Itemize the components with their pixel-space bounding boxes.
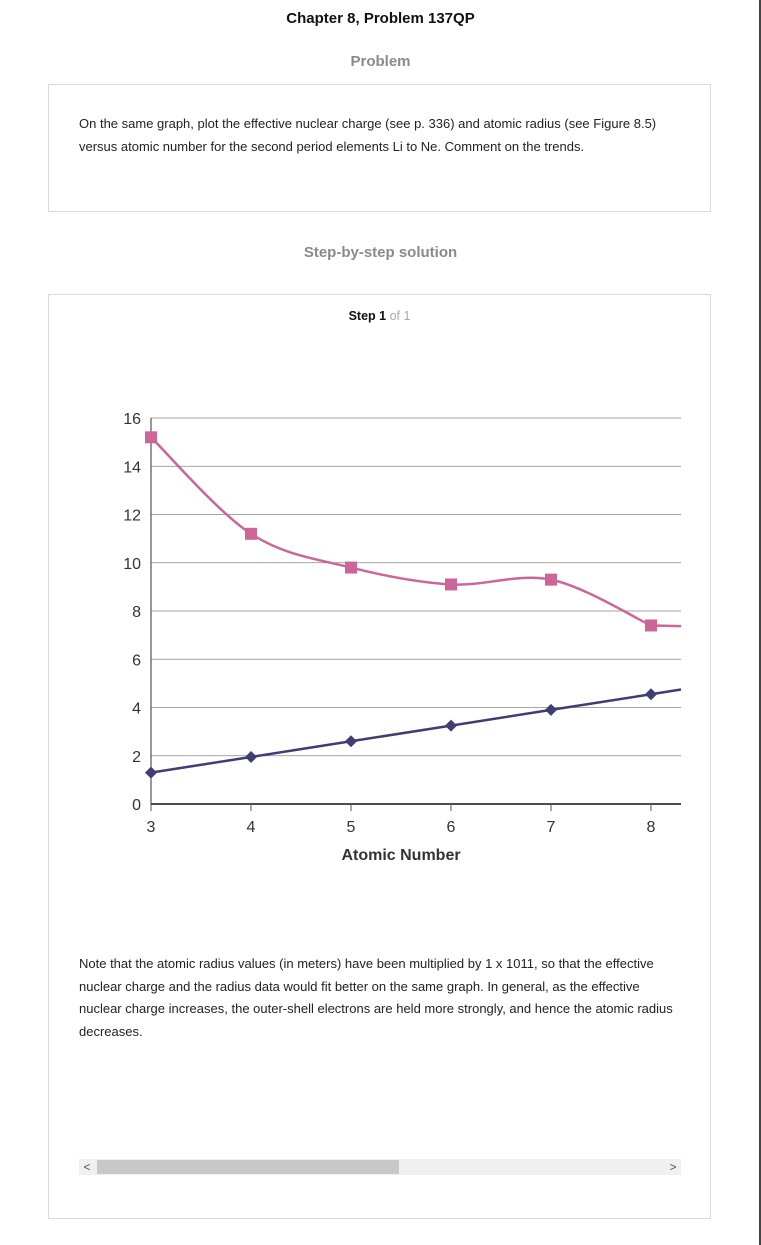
- y-tick-label: 10: [123, 556, 141, 573]
- data-point-diamond: [145, 766, 157, 779]
- problem-heading: Problem: [350, 53, 411, 70]
- step-number: 1: [379, 309, 387, 323]
- page-title: Chapter 8, Problem 137QP: [286, 10, 475, 27]
- data-point-square: [445, 578, 457, 591]
- x-tick-label: 7: [547, 819, 556, 836]
- data-point-square: [645, 619, 657, 632]
- x-tick-label: 3: [147, 819, 156, 836]
- solution-note-text: Note that the atomic radius values (in m…: [79, 956, 673, 1039]
- y-tick-label: 16: [123, 411, 141, 428]
- solution-box: Step 1 of 1 0 2 4 6 8 10 12 14 16 3 4 5 6 7 8 Atomic Nu…: [48, 294, 711, 1219]
- scroll-right-arrow-icon[interactable]: >: [669, 1160, 677, 1174]
- data-point-diamond: [545, 703, 557, 716]
- problem-box: On the same graph, plot the effective nu…: [48, 84, 711, 212]
- data-point-diamond: [345, 735, 357, 748]
- y-tick-label: 4: [132, 701, 141, 718]
- x-axis-label: Atomic Number: [341, 847, 460, 864]
- data-point-square: [345, 561, 357, 574]
- scrollbar-thumb[interactable]: [97, 1160, 399, 1174]
- chart: 0 2 4 6 8 10 12 14 16 3 4 5 6 7 8 Atomic Number: [123, 411, 682, 864]
- series-line-1: [150, 436, 682, 628]
- horizontal-scrollbar[interactable]: < >: [79, 1159, 681, 1175]
- solution-heading: Step-by-step solution: [303, 244, 458, 261]
- step-indicator: Step 1 of 1: [49, 309, 710, 323]
- x-tick-label: 8: [647, 819, 656, 836]
- x-tick-label: 6: [447, 819, 456, 836]
- step-word: Step: [348, 309, 376, 323]
- y-tick-label: 12: [123, 508, 141, 525]
- data-point-diamond: [645, 688, 657, 701]
- y-tick-label: 14: [123, 459, 141, 476]
- x-tick-label: 4: [247, 819, 256, 836]
- page-right-border: [759, 0, 761, 1245]
- step-of-text: of 1: [389, 309, 411, 323]
- series-line-2: [150, 688, 682, 774]
- x-tick-label: 5: [347, 819, 356, 836]
- y-tick-label: 0: [132, 797, 141, 814]
- y-tick-label: 2: [132, 749, 141, 766]
- data-point-square: [145, 431, 157, 444]
- scroll-left-arrow-icon[interactable]: <: [83, 1160, 91, 1174]
- data-point-diamond: [445, 719, 457, 732]
- data-point-diamond: [245, 750, 257, 763]
- data-point-square: [245, 527, 257, 540]
- data-point-square: [545, 573, 557, 586]
- problem-text: On the same graph, plot the effective nu…: [79, 116, 657, 154]
- y-tick-label: 8: [132, 604, 141, 621]
- y-tick-label: 6: [132, 652, 141, 669]
